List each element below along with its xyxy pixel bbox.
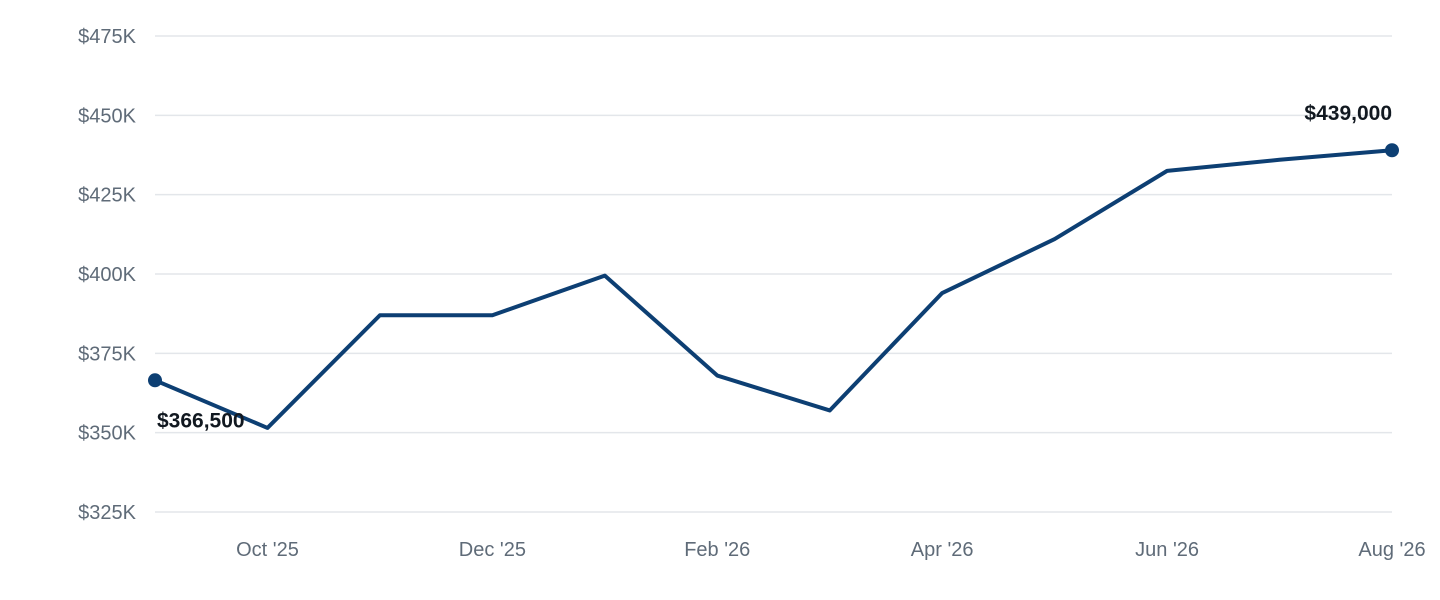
y-axis-tick-label: $325K: [78, 502, 136, 524]
x-axis-tick-label: Feb '26: [684, 539, 750, 561]
y-axis-tick-label: $375K: [78, 343, 136, 365]
x-axis-tick-label: Jun '26: [1135, 539, 1199, 561]
y-axis-tick-label: $350K: [78, 423, 136, 445]
x-axis-tick-label: Dec '25: [459, 539, 526, 561]
data-point-marker: [148, 373, 162, 388]
data-point-value-label: $366,500: [157, 409, 245, 432]
data-point-marker: [1385, 143, 1399, 158]
grid-lines: [155, 35, 1392, 513]
series-layer: [153, 148, 1394, 430]
y-axis-tick-label: $475K: [78, 26, 136, 48]
x-axis-labels: Oct '25 Dec '25 Feb '26 Apr '26 Jun '26 Aug '…: [236, 539, 1426, 561]
annotation-layer: $366,500 $439,000: [157, 102, 1392, 432]
point-layer: [148, 143, 1399, 388]
x-axis-tick-label: Aug '26: [1358, 539, 1425, 561]
y-axis-tick-label: $450K: [78, 105, 136, 127]
data-point-value-label: $439,000: [1304, 102, 1392, 125]
series-line: [153, 148, 1394, 430]
x-axis-tick-label: Oct '25: [236, 539, 299, 561]
x-axis-tick-label: Apr '26: [911, 539, 974, 561]
y-axis-tick-label: $400K: [78, 264, 136, 286]
y-axis-tick-label: $425K: [78, 185, 136, 207]
y-axis-labels: $325K $350K $375K $400K $425K $450K $475K: [78, 26, 136, 524]
